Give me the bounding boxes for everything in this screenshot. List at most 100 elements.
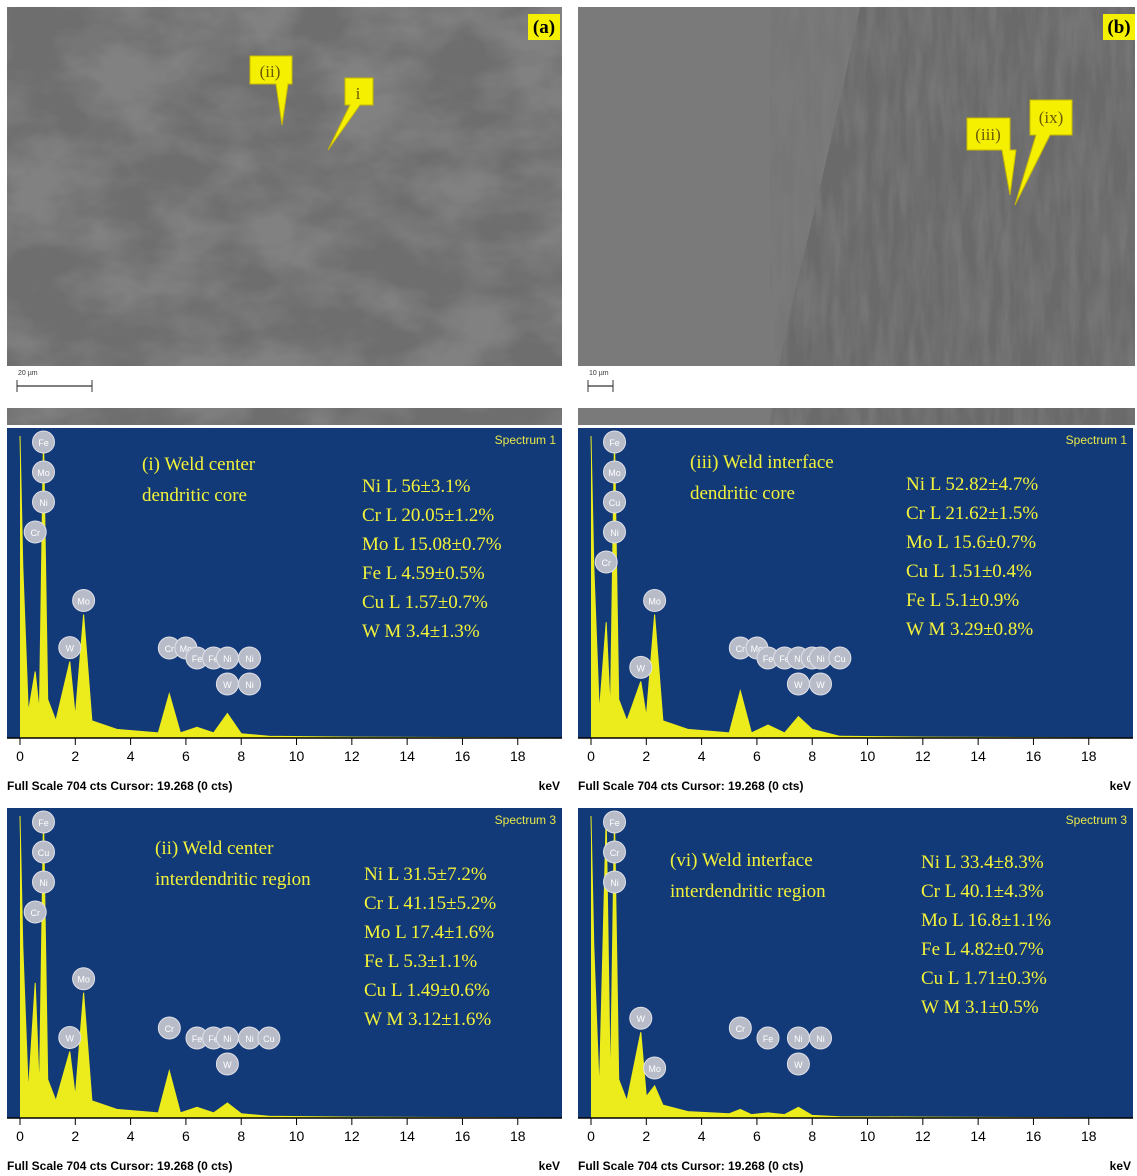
eds-spectrum: 024681012141618keVFull Scale 704 cts Cur… bbox=[7, 808, 562, 1173]
composition-line: Cu L 1.51±0.4% bbox=[906, 561, 1032, 582]
x-tick-label: 2 bbox=[642, 748, 650, 764]
marker-label: (ii) bbox=[260, 62, 281, 81]
x-axis-label: keV bbox=[539, 1159, 560, 1173]
x-axis-label: keV bbox=[1110, 779, 1131, 793]
peak-label: Cr bbox=[30, 908, 40, 918]
sem-image-a: 20 µm (a) (ii) i bbox=[7, 7, 562, 425]
peak-label: Cr bbox=[736, 644, 746, 654]
composition-line: Cu L 1.49±0.6% bbox=[364, 980, 490, 1001]
x-tick-label: 14 bbox=[970, 1128, 986, 1144]
x-tick-label: 12 bbox=[344, 1128, 360, 1144]
composition-line: Mo L 15.6±0.7% bbox=[906, 532, 1036, 553]
composition-line: Fe L 5.3±1.1% bbox=[364, 951, 477, 972]
x-tick-label: 6 bbox=[182, 1128, 190, 1144]
spectrum-name: Spectrum 3 bbox=[495, 813, 557, 827]
x-tick-label: 2 bbox=[71, 1128, 79, 1144]
peak-label: W bbox=[223, 1060, 232, 1070]
spectrum-name: Spectrum 1 bbox=[1066, 433, 1128, 447]
peak-label: Cu bbox=[834, 654, 846, 664]
composition-line: Cu L 1.71±0.3% bbox=[921, 968, 1047, 989]
x-tick-label: 10 bbox=[860, 1128, 876, 1144]
x-tick-label: 0 bbox=[16, 748, 24, 764]
peak-label: Cr bbox=[601, 558, 611, 568]
peak-label: Ni bbox=[610, 528, 619, 538]
x-tick-label: 6 bbox=[753, 748, 761, 764]
x-tick-label: 12 bbox=[344, 748, 360, 764]
peak-label: W bbox=[816, 680, 825, 690]
composition-line: W M 3.4±1.3% bbox=[362, 621, 480, 642]
panel-label: (b) bbox=[1107, 17, 1130, 38]
x-tick-label: 14 bbox=[399, 748, 415, 764]
composition-line: Cr L 40.1±4.3% bbox=[921, 881, 1044, 902]
x-tick-label: 6 bbox=[753, 1128, 761, 1144]
composition-line: Mo L 16.8±1.1% bbox=[921, 910, 1051, 931]
peak-label: W bbox=[794, 1060, 803, 1070]
peak-label: W bbox=[794, 680, 803, 690]
x-tick-label: 8 bbox=[808, 1128, 816, 1144]
x-tick-label: 4 bbox=[127, 1128, 135, 1144]
peak-label: Cu bbox=[263, 1034, 275, 1044]
peak-label: Fe bbox=[38, 818, 49, 828]
peak-label: Fe bbox=[192, 1034, 203, 1044]
marker-label: (ix) bbox=[1039, 108, 1064, 127]
annotation-title: interdendritic region bbox=[155, 869, 311, 890]
composition-line: Ni L 33.4±8.3% bbox=[921, 852, 1044, 873]
composition-line: Cr L 21.62±1.5% bbox=[906, 503, 1038, 524]
spectrum-name: Spectrum 3 bbox=[1066, 813, 1128, 827]
annotation-title: (vi) Weld interface bbox=[670, 850, 813, 871]
composition-line: Cr L 20.05±1.2% bbox=[362, 505, 494, 526]
scale-bar-label: 10 µm bbox=[589, 370, 609, 377]
peak-label: Mo bbox=[648, 1064, 661, 1074]
peak-label: Fe bbox=[763, 654, 774, 664]
peak-label: W bbox=[637, 663, 646, 673]
composition-line: Mo L 15.08±0.7% bbox=[362, 534, 502, 555]
x-tick-label: 0 bbox=[587, 1128, 595, 1144]
peak-label: W bbox=[637, 1014, 646, 1024]
x-tick-label: 16 bbox=[455, 1128, 471, 1144]
x-tick-label: 8 bbox=[237, 748, 245, 764]
peak-label: Cr bbox=[165, 644, 175, 654]
peak-label: W bbox=[66, 1034, 75, 1044]
x-tick-label: 4 bbox=[698, 748, 706, 764]
x-tick-label: 10 bbox=[860, 748, 876, 764]
peak-label: Ni bbox=[816, 654, 825, 664]
composition-line: Ni L 31.5±7.2% bbox=[364, 864, 487, 885]
x-tick-label: 10 bbox=[289, 748, 305, 764]
annotation-title: (iii) Weld interface bbox=[690, 452, 834, 473]
x-tick-label: 16 bbox=[455, 748, 471, 764]
panel-label: (a) bbox=[533, 17, 555, 38]
x-tick-label: 16 bbox=[1026, 748, 1042, 764]
peak-label: Ni bbox=[610, 878, 619, 888]
peak-label: Mo bbox=[37, 468, 50, 478]
x-tick-label: 18 bbox=[1081, 748, 1097, 764]
x-axis-label: keV bbox=[1110, 1159, 1131, 1173]
plot-background bbox=[578, 428, 1133, 738]
footer: Full Scale 704 cts Cursor: 19.268 (0 cts… bbox=[578, 779, 803, 793]
x-tick-label: 0 bbox=[16, 1128, 24, 1144]
x-tick-label: 14 bbox=[399, 1128, 415, 1144]
x-tick-label: 2 bbox=[71, 748, 79, 764]
peak-label: Ni bbox=[245, 680, 254, 690]
peak-label: Cr bbox=[610, 848, 620, 858]
composition-line: Fe L 5.1±0.9% bbox=[906, 590, 1019, 611]
peak-label: Ni bbox=[223, 1034, 232, 1044]
composition-line: Fe L 4.82±0.7% bbox=[921, 939, 1044, 960]
peak-label: Mo bbox=[77, 596, 90, 606]
peak-label: W bbox=[66, 644, 75, 654]
annotation-title: (i) Weld center bbox=[142, 454, 256, 475]
composition-line: Mo L 17.4±1.6% bbox=[364, 922, 494, 943]
x-tick-label: 10 bbox=[289, 1128, 305, 1144]
peak-label: Ni bbox=[39, 498, 48, 508]
peak-label: Ni bbox=[816, 1034, 825, 1044]
peak-label: Fe bbox=[609, 818, 620, 828]
x-tick-label: 8 bbox=[237, 1128, 245, 1144]
x-tick-label: 18 bbox=[1081, 1128, 1097, 1144]
footer: Full Scale 704 cts Cursor: 19.268 (0 cts… bbox=[7, 779, 232, 793]
scale-bar-label: 20 µm bbox=[18, 370, 38, 377]
peak-label: Ni bbox=[245, 1034, 254, 1044]
peak-label: Cr bbox=[165, 1024, 175, 1034]
peak-label: Mo bbox=[77, 975, 90, 985]
